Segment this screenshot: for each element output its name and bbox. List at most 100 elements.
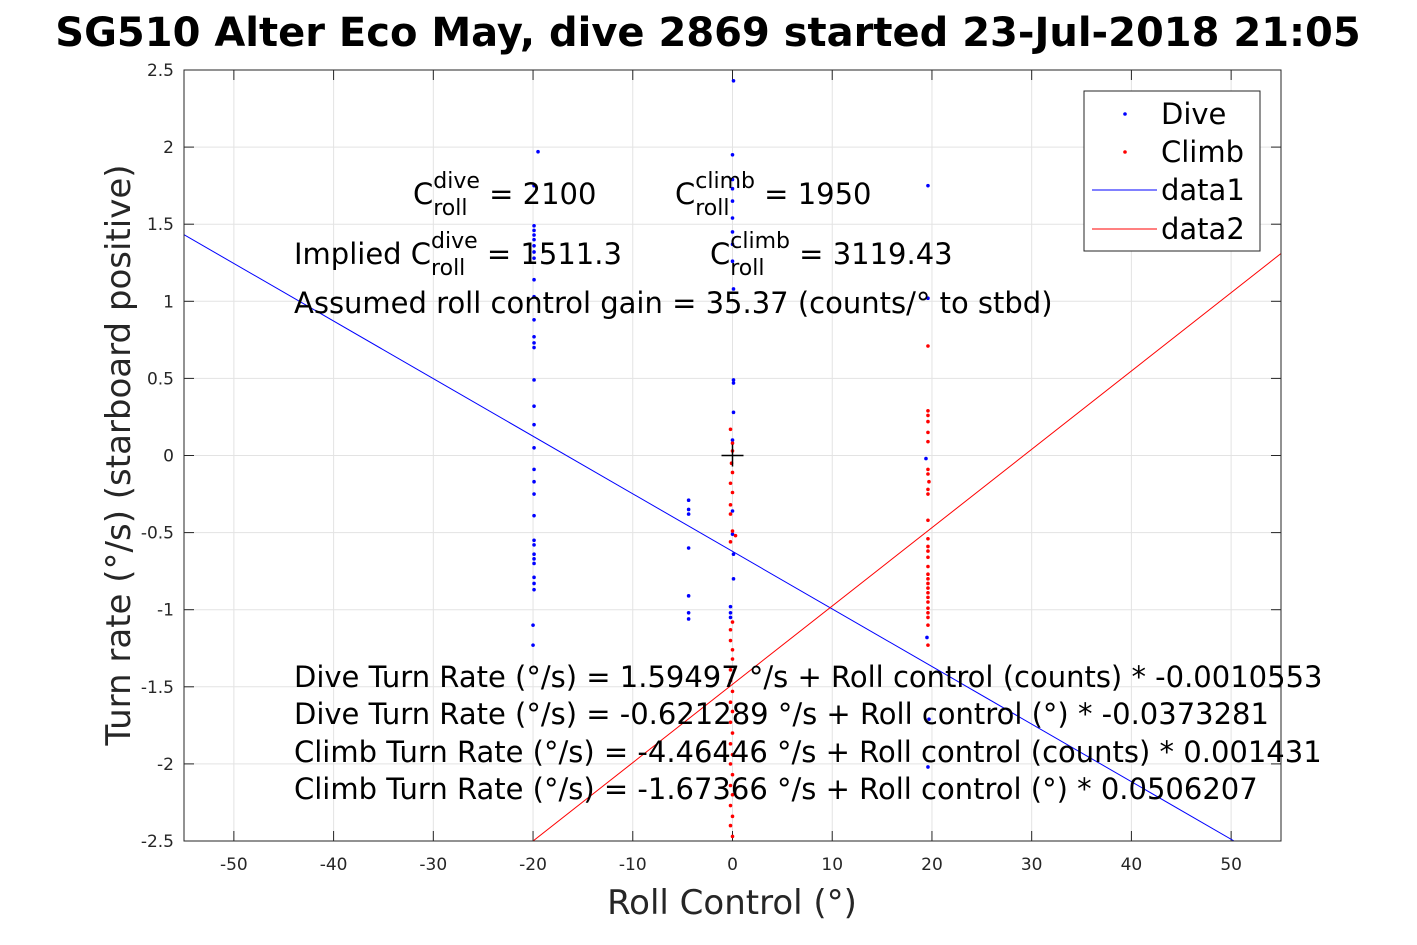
climb-point [728,783,733,788]
fit-line-data2 [532,253,1281,841]
legend-entry: data1 [1161,173,1245,207]
climb-point [730,620,735,624]
annotation-value: = 1511.3 [478,237,622,271]
climb-point [926,564,930,569]
dive-point [532,538,536,543]
dive-point [532,445,536,450]
climb-point [730,470,735,475]
dive-point [536,149,540,154]
annotation-value: = 2100 [480,177,597,211]
climb-point [728,481,733,486]
dive-point [532,228,536,233]
climb-point [730,834,735,839]
dive-point [926,183,930,188]
annotation-implied-c-roll-dive: Implied Cdive roll = 1511.3 [294,229,622,281]
climb-point [730,814,735,819]
dive-point [731,552,736,556]
dive-point [730,242,735,247]
climb-point [730,441,735,445]
climb-point [730,731,735,735]
climb-point [926,536,930,541]
annotation-value: = 1950 [755,177,872,211]
climb-point [926,590,930,595]
climb-point [730,689,735,694]
annotation-superscript: climb [695,169,755,194]
x-tick-label: 10 [821,855,843,875]
climb-point [730,647,735,652]
climb-point [733,533,738,538]
dive-point [730,153,735,157]
dive-point [731,381,736,385]
dive-point [686,617,691,621]
dive-point [532,575,536,580]
dive-point [532,581,536,586]
y-tick-label: 2.5 [147,61,174,81]
legend-entry: data2 [1161,212,1245,246]
climb-point [926,487,930,492]
dive-point [730,216,735,220]
dive-point [686,498,691,503]
dive-point [532,404,536,408]
dive-point [531,623,535,627]
climb-point [728,503,733,507]
annotation-subscript: roll [431,256,465,281]
climb-point [926,555,930,560]
dive-point [532,552,536,556]
dive-point [728,604,733,609]
climb-point [926,595,930,600]
dive-point [532,587,536,592]
climb-point [728,512,733,516]
x-tick-label: -40 [320,855,348,875]
dive-point [532,543,536,547]
y-tick-label: 1.5 [147,215,174,235]
climb-point [926,344,930,348]
y-tick-label: 0.5 [147,369,174,389]
dive-point [532,479,536,484]
climb-point [926,586,930,590]
annotation-value: = 3119.43 [790,237,953,271]
climb-point [730,792,735,797]
fit-line-data1 [184,234,1235,841]
annotation-gain: Assumed roll control gain = 35.37 (count… [294,286,1053,320]
legend-entry: Climb [1161,135,1244,169]
annotation-c-roll-dive: Cdive roll = 2100 [413,169,596,221]
climb-point [926,610,930,615]
dive-point [532,277,536,282]
climb-point [926,492,930,496]
climb-point [926,606,930,610]
dive-point [532,467,536,472]
dive-point [532,233,536,237]
dive-point [730,186,735,191]
dive-point [532,422,536,427]
dive-point [728,615,733,620]
dive-point [532,561,536,566]
legend: Dive Climb data1 data2 [1083,90,1261,252]
annotation-prefix: C [675,177,695,211]
dive-point [532,557,536,561]
climb-point [728,678,733,683]
dive-point [927,717,931,721]
dive-point [731,378,736,382]
y-tick-label: -1.5 [141,678,174,698]
dive-point [926,765,930,769]
annotation-eq2: Dive Turn Rate (°/s) = -0.621289 °/s + R… [294,697,1269,731]
climb-point [728,540,733,544]
dive-point [926,296,930,301]
annotation-prefix: Implied C [294,237,431,271]
climb-point [926,572,930,577]
y-tick-label: -1 [157,601,174,621]
dive-point [730,230,735,234]
climb-point [926,518,930,523]
dive-point [532,250,536,254]
climb-point [728,720,733,725]
climb-point [926,577,930,581]
climb-point [728,700,733,705]
annotation-subscript: roll [433,196,467,221]
x-tick-label: 0 [727,855,738,875]
annotation-eq3: Climb Turn Rate (°/s) = -4.46446 °/s + R… [294,735,1322,769]
plot-frame [183,69,1282,842]
climb-point [728,427,733,432]
legend-box [1083,90,1261,252]
climb-point [927,479,931,484]
climb-point [926,544,930,549]
